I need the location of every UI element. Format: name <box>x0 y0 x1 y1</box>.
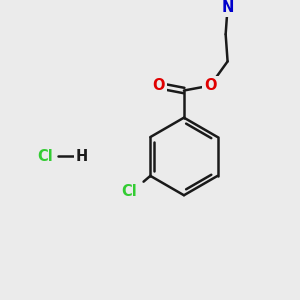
Text: N: N <box>221 0 234 15</box>
Text: Cl: Cl <box>121 184 137 199</box>
Text: H: H <box>76 149 88 164</box>
Text: Cl: Cl <box>38 149 53 164</box>
Text: O: O <box>204 78 216 93</box>
Text: O: O <box>152 78 165 93</box>
